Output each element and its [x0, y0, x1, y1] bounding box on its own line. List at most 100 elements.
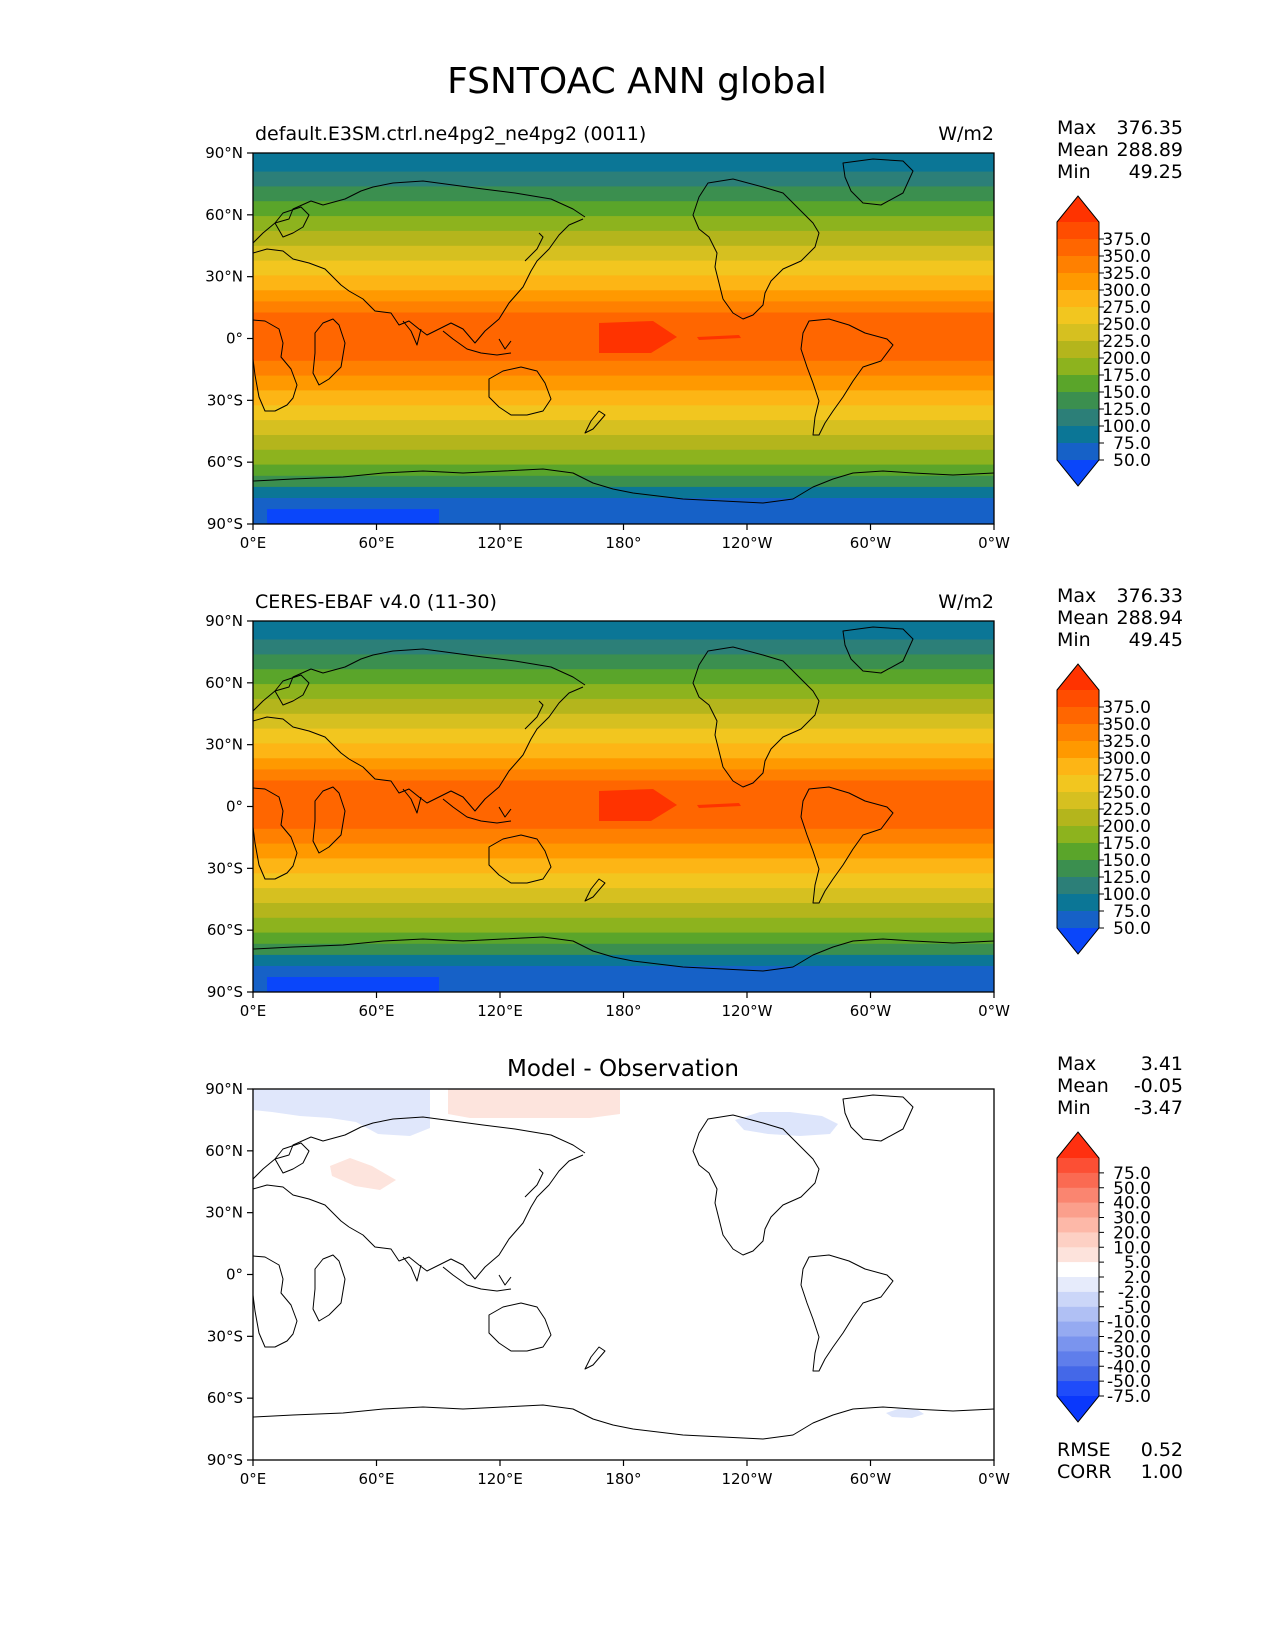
coastline — [253, 1255, 298, 1348]
coastline — [274, 674, 310, 706]
y-tick-label: 60°N — [205, 674, 243, 692]
coastline — [524, 1168, 544, 1198]
field-band — [253, 654, 994, 670]
panel-diff-stats: Max 3.41 Mean -0.05 Min -3.47 RMSE 0.52 … — [1057, 1053, 1183, 1483]
coastline — [253, 936, 994, 972]
colorbar-tick-label: 5.0 — [1124, 1253, 1151, 1273]
coastline — [692, 1114, 820, 1256]
colorbar-tick-label: 125.0 — [1102, 868, 1151, 888]
y-tick-label: 30°S — [207, 1327, 243, 1345]
colorbar-segment — [1057, 707, 1099, 725]
field-maximum-patch — [697, 335, 741, 340]
field-band — [253, 684, 994, 700]
field-band — [253, 486, 994, 499]
stat-label: Max — [1057, 117, 1096, 139]
x-tick-label: 120°E — [477, 534, 523, 552]
coastline — [524, 232, 544, 262]
y-tick-label: 90°N — [205, 1080, 243, 1098]
colorbar-tick-label: -10.0 — [1107, 1313, 1151, 1333]
colorbar-tick-label: 10.0 — [1113, 1238, 1151, 1258]
colorbar-segment — [1057, 1158, 1099, 1174]
colorbar-tick-label: -30.0 — [1107, 1342, 1151, 1362]
colorbar-tick-label: 30.0 — [1113, 1209, 1151, 1229]
x-tick-label: 120°W — [722, 1470, 773, 1488]
corr-label: CORR — [1057, 1461, 1112, 1483]
colorbar-tick-label: 200.0 — [1102, 817, 1151, 837]
field-band — [253, 290, 994, 302]
field-band — [253, 301, 994, 314]
field-maximum-patch — [599, 789, 677, 821]
field-band — [253, 873, 994, 889]
panel-model-stats: Max 376.35 Mean 288.89 Min 49.25 — [1057, 117, 1183, 183]
y-tick-label: 30°N — [205, 268, 243, 286]
colorbar-extend-min — [1057, 1396, 1099, 1422]
field-band — [253, 917, 994, 934]
coastline — [253, 648, 586, 712]
stat-value: -3.47 — [1134, 1097, 1183, 1119]
figure-title: FSNTOAC ANN global — [447, 61, 827, 102]
coastline — [584, 410, 606, 434]
y-tick-label: 90°S — [207, 1451, 243, 1469]
coastline — [692, 646, 820, 788]
colorbar-tick-label: -5.0 — [1118, 1298, 1151, 1318]
colorbar-segment — [1057, 426, 1099, 444]
colorbar-segment — [1057, 1247, 1099, 1263]
colorbar-segment — [1057, 741, 1099, 759]
panel-obs-axes: 0°E 60°E 120°E 180° 120°W 60°W 0°W 90°N 60°N 30°N… — [205, 612, 1010, 1020]
colorbar-tick-label: 225.0 — [1102, 332, 1151, 352]
coastline — [253, 787, 298, 880]
coastline — [842, 1094, 914, 1142]
coastline — [253, 1184, 350, 1228]
field-band — [253, 449, 994, 466]
stat-label: Mean — [1057, 607, 1109, 629]
coastline — [524, 700, 544, 730]
field-band — [253, 153, 994, 173]
coastline — [800, 786, 894, 904]
colorbar-extend-max — [1057, 196, 1099, 222]
x-tick-label: 120°W — [722, 534, 773, 552]
colorbar-segment — [1057, 775, 1099, 793]
colorbar-extend-max — [1057, 1132, 1099, 1158]
field-band — [253, 858, 994, 874]
diff-blob-negative — [735, 1112, 838, 1136]
y-tick-label: 90°N — [205, 612, 243, 630]
x-tick-label: 180° — [605, 534, 641, 552]
panel-diff: Model - Observation 0°E 60°E 120°E 180° 120°… — [205, 1053, 1183, 1488]
colorbar-tick-label: -40.0 — [1107, 1357, 1151, 1377]
field-band — [253, 375, 994, 391]
field-band — [253, 639, 994, 655]
field-band — [253, 888, 994, 904]
panel-diff-axes: 0°E 60°E 120°E 180° 120°W 60°W 0°W 90°N 60°N 30°N… — [205, 1080, 1010, 1488]
field-band — [253, 743, 994, 759]
colorbar-tick-label: 225.0 — [1102, 800, 1151, 820]
panel-diff-title: Model - Observation — [507, 1056, 739, 1082]
colorbar-tick-label: 50.0 — [1113, 919, 1151, 939]
panel-obs-field — [253, 621, 994, 992]
colorbar-segment — [1057, 1366, 1099, 1382]
colorbar-segment — [1057, 1306, 1099, 1323]
colorbar-tick-label: 150.0 — [1102, 383, 1151, 403]
coastline — [584, 878, 606, 902]
y-tick-label: 90°S — [207, 515, 243, 533]
field-band — [253, 464, 994, 477]
stat-value: 3.41 — [1141, 1053, 1183, 1075]
colorbar-tick-label: 50.0 — [1113, 451, 1151, 471]
field-band — [253, 698, 994, 715]
colorbar-tick-label: 350.0 — [1102, 715, 1151, 735]
colorbar-segment — [1057, 1172, 1099, 1189]
x-tick-label: 0°W — [978, 1470, 1010, 1488]
colorbar-segment — [1057, 239, 1099, 257]
field-band — [253, 621, 994, 641]
field-band — [253, 260, 994, 276]
stat-value: 288.89 — [1117, 139, 1183, 161]
colorbar-tick-label: 375.0 — [1102, 698, 1151, 718]
field-band — [253, 943, 994, 956]
diff-blob-positive — [330, 1158, 396, 1190]
colorbar-segment — [1057, 724, 1099, 742]
colorbar-segment — [1057, 392, 1099, 410]
colorbar-segment — [1057, 290, 1099, 308]
colorbar-tick-label: 275.0 — [1102, 298, 1151, 318]
coastline — [584, 1346, 606, 1370]
colorbar-extend-min — [1057, 928, 1099, 954]
